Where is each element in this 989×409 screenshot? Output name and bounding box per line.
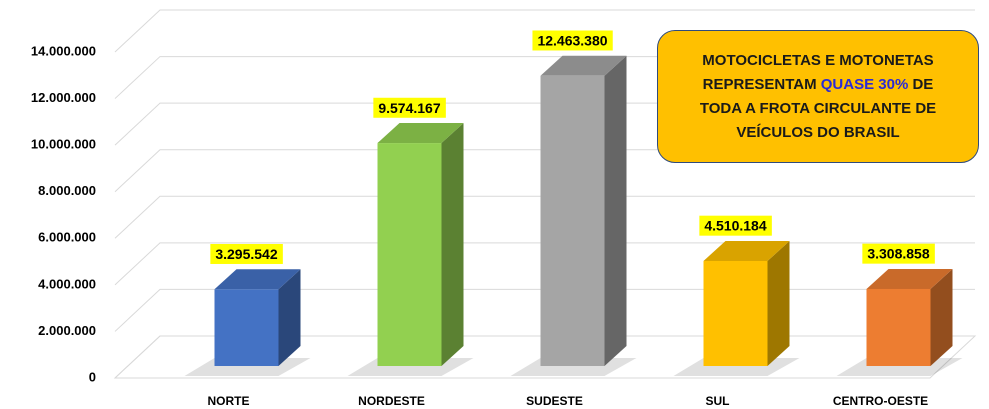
x-tick-label: SUDESTE xyxy=(526,394,583,408)
bar xyxy=(866,288,931,366)
bar-top xyxy=(703,240,790,261)
bar-side xyxy=(278,269,301,366)
y-tick-label: 12.000.000 xyxy=(31,90,96,105)
bar-top xyxy=(377,123,464,144)
value-label: 3.308.858 xyxy=(867,246,929,262)
x-tick-label: CENTRO-OESTE xyxy=(833,394,928,408)
bar-side xyxy=(930,268,953,366)
x-tick-label: NORDESTE xyxy=(358,394,425,408)
y-tick-label: 8.000.000 xyxy=(38,183,96,198)
x-tick-label: SUL xyxy=(706,394,730,408)
value-label: 4.510.184 xyxy=(704,218,766,234)
bar-side xyxy=(604,55,627,366)
value-label: 12.463.380 xyxy=(537,32,607,48)
value-label-bg xyxy=(699,215,772,236)
x-tick-label: NORTE xyxy=(208,394,250,408)
annotation-highlight: QUASE 30% xyxy=(820,75,909,93)
bar-side xyxy=(441,123,464,366)
value-label-bg xyxy=(862,243,935,264)
grid-line xyxy=(114,242,975,286)
y-tick-label: 4.000.000 xyxy=(38,276,96,291)
grid-line xyxy=(114,335,975,379)
y-tick-label: 14.000.000 xyxy=(31,43,96,58)
bar xyxy=(540,75,605,366)
value-label-bg xyxy=(532,30,613,51)
y-tick-label: 0 xyxy=(89,369,96,384)
bar-top xyxy=(214,269,301,290)
annotation: MOTOCICLETAS E MOTONETAS REPRESENTAM QUA… xyxy=(657,30,979,163)
y-tick-label: 6.000.000 xyxy=(38,230,96,245)
bar-top xyxy=(866,268,953,289)
y-tick-label: 2.000.000 xyxy=(38,323,96,338)
grid-line xyxy=(114,195,975,239)
bar xyxy=(377,143,442,366)
y-tick-label: 10.000.000 xyxy=(31,137,96,152)
annotation-part: MOTOCICLETAS E MOTONETAS REPRESENTAM xyxy=(702,51,934,93)
bar xyxy=(214,289,279,366)
value-label: 9.574.167 xyxy=(378,100,440,116)
value-label-bg xyxy=(210,243,283,264)
bar-side xyxy=(767,240,790,366)
bar-top xyxy=(540,55,627,76)
annotation-part: DE TODA A FROTA CIRCULANTE DE VEÍCULOS D… xyxy=(699,75,937,141)
grid-line xyxy=(114,288,975,332)
annotation-text: MOTOCICLETAS E MOTONETAS REPRESENTAM QUA… xyxy=(680,49,956,145)
value-label-bg xyxy=(373,97,446,118)
value-label: 3.295.542 xyxy=(215,246,277,262)
grid-line xyxy=(114,9,975,53)
bar xyxy=(703,260,768,366)
